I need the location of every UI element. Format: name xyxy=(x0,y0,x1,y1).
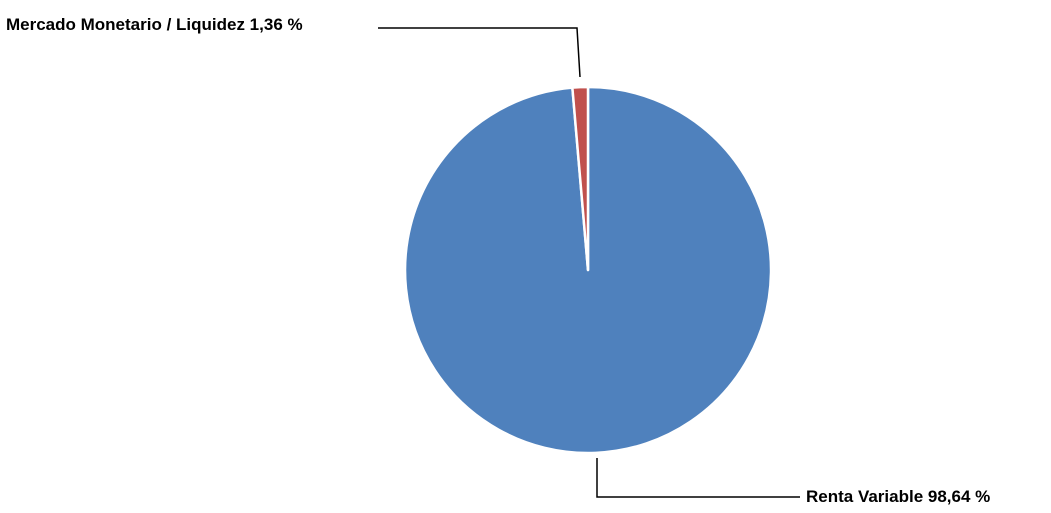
leader-line-renta-variable xyxy=(596,458,800,498)
data-label-mercado-monetario: Mercado Monetario / Liquidez 1,36 % xyxy=(6,15,303,34)
leader-line-mercado-monetario xyxy=(378,27,581,78)
pie-slice-mercado-monetario-liquidez xyxy=(571,85,590,272)
pie-slices xyxy=(403,85,773,455)
data-label-renta-variable: Renta Variable 98,64 % xyxy=(806,487,991,506)
